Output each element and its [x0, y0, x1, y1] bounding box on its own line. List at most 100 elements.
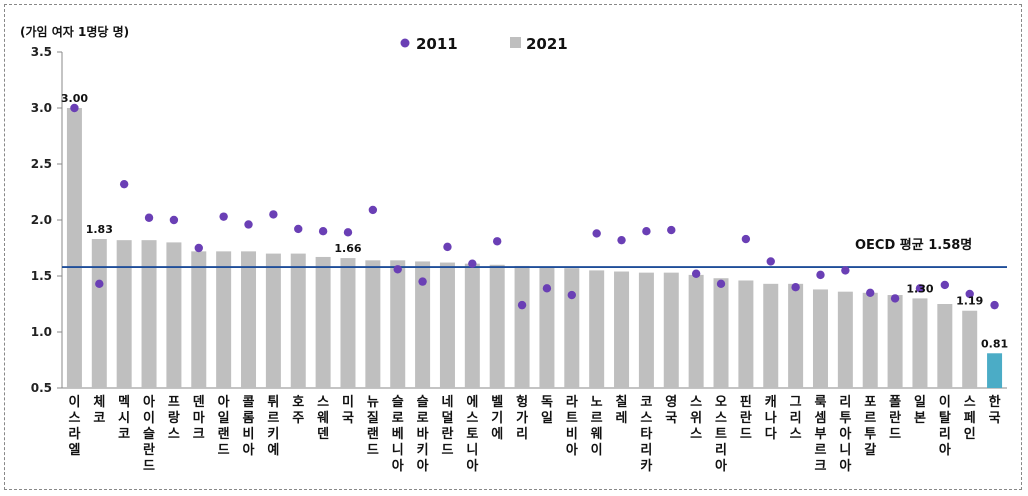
bar-2021: [788, 283, 804, 388]
legend-marker-2011: [400, 38, 410, 48]
bar-2021: [489, 264, 505, 388]
dot-2011: [816, 270, 825, 280]
data-label-layer: 3.00 1.83 1.66 1.30 1.19 0.81: [61, 92, 1008, 350]
bar-data-label: 1.30: [906, 282, 933, 295]
bar-2021: [738, 280, 754, 388]
bar-2021: [987, 353, 1003, 388]
dot-2011: [119, 179, 129, 189]
dot-2011: [940, 280, 950, 290]
chart-frame: [4, 4, 1022, 490]
bar-2021: [962, 310, 978, 388]
dot-2011: [841, 266, 850, 275]
dot-2011: [492, 237, 502, 246]
bar-2021: [912, 298, 928, 388]
dot-2011: [592, 229, 601, 238]
dot-2011: [567, 290, 577, 300]
oecd-average-label: OECD 평균 1.58명: [855, 237, 972, 253]
bar-2021: [365, 260, 381, 388]
bar-2021: [141, 240, 157, 388]
dot-2011: [219, 212, 228, 221]
bar-2021: [216, 251, 232, 388]
dot-2011: [144, 213, 154, 222]
bar-2021: [589, 270, 605, 388]
reference-line-layer: OECD 평균 1.58명: [62, 237, 1007, 268]
dot-2011: [965, 289, 974, 299]
bar-2021: [265, 253, 281, 388]
bar-2021: [66, 108, 82, 388]
bar-2021: [241, 251, 257, 388]
bar-2021: [464, 263, 480, 388]
dot-2011: [791, 283, 800, 292]
bar-2021: [887, 295, 903, 388]
bar-2021: [713, 278, 729, 388]
bar-2021: [166, 242, 182, 388]
bar-2021: [390, 260, 406, 388]
dot-2011: [990, 300, 999, 310]
bar-2021: [614, 271, 630, 388]
dot-2011: [766, 257, 775, 266]
dot-2011: [294, 224, 303, 234]
dot-2011: [691, 269, 701, 278]
dot-2011: [194, 243, 203, 253]
dot-2011: [542, 284, 552, 293]
y-tick-label: 1.5: [31, 269, 52, 283]
bar-2021: [837, 291, 853, 388]
bar-data-label: 3.00: [61, 92, 88, 105]
dot-2011: [716, 279, 726, 289]
y-unit-label: (가임 여자 1명당 명): [20, 24, 129, 39]
dot-2011: [70, 103, 79, 113]
y-tick-label: 0.5: [31, 381, 52, 395]
bar-2021: [663, 272, 679, 388]
dot-2011: [617, 235, 626, 245]
bar-data-label: 1.83: [86, 223, 113, 236]
dot-2011: [741, 234, 751, 244]
dot-2011: [343, 228, 353, 237]
dot-2011: [95, 279, 104, 289]
dot-2011: [517, 300, 527, 310]
bar-2021: [514, 265, 530, 388]
dot-2011: [418, 277, 427, 286]
dot-2011: [443, 242, 452, 252]
bar-2021: [539, 267, 555, 388]
dot-2011: [866, 288, 875, 297]
dot-2011: [368, 205, 378, 215]
y-tick-label: 1.0: [31, 325, 52, 339]
bar-2021: [439, 262, 455, 388]
category-label-layer: 이 스 라 엘 체 코 멕 시 코 아 이 슬 란 드 프 랑 스 덴 마 크 아 일 랜 드 콜 롬 비 아 튀 르 키 예 호 주 스 웨 덴 미 국 뉴…: [68, 394, 1000, 474]
bar-2021: [564, 268, 580, 388]
dot-2011: [244, 220, 253, 229]
bar-data-label: 1.19: [956, 295, 983, 308]
bar-2021: [638, 272, 654, 388]
bar-2021: [340, 258, 356, 388]
bar-2021: [290, 253, 306, 388]
bar-2021: [763, 283, 779, 388]
bar-2021: [862, 292, 878, 388]
bar-data-label: 1.66: [334, 242, 361, 255]
